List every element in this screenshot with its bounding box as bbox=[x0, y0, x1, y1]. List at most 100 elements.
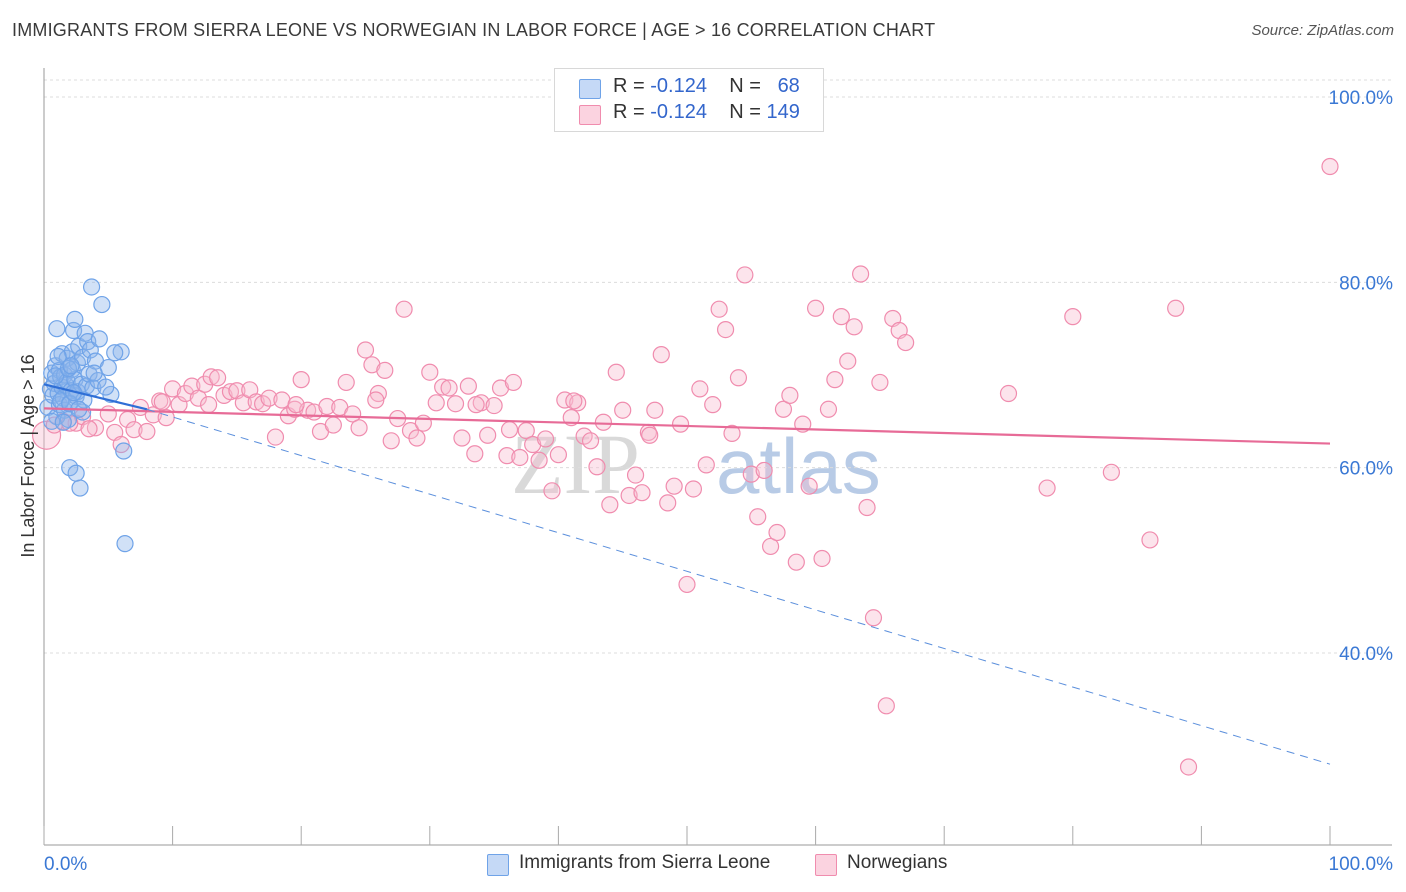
point-norwegians bbox=[1141, 531, 1159, 549]
stats-swatch-norwegians bbox=[579, 105, 601, 125]
point-norwegians bbox=[877, 697, 895, 715]
x-tick-label: 0.0% bbox=[44, 854, 87, 875]
stats-n-value: 149 bbox=[766, 101, 800, 123]
point-norwegians bbox=[852, 265, 870, 283]
point-norwegians bbox=[749, 508, 767, 526]
point-norwegians bbox=[485, 396, 503, 415]
source-credit: Source: ZipAtlas.com bbox=[1251, 22, 1394, 39]
point-norwegians bbox=[200, 396, 218, 414]
point-norwegians bbox=[453, 429, 471, 447]
point-norwegians bbox=[626, 466, 645, 484]
point-norwegians bbox=[466, 445, 484, 463]
point-norwegians bbox=[710, 300, 728, 318]
point-norwegians bbox=[530, 451, 548, 469]
point-norwegians bbox=[221, 383, 240, 401]
y-axis-label: In Labor Force | Age > 16 bbox=[18, 354, 38, 557]
point-sierra-leone bbox=[71, 479, 89, 497]
point-norwegians bbox=[813, 549, 831, 568]
grid-lines bbox=[44, 79, 1392, 654]
point-norwegians bbox=[1102, 463, 1120, 481]
point-norwegians bbox=[633, 484, 651, 502]
watermark-atlas: atlas bbox=[716, 422, 881, 510]
point-norwegians bbox=[652, 346, 670, 364]
point-norwegians bbox=[138, 422, 156, 441]
point-sierra-leone bbox=[46, 367, 65, 385]
point-norwegians bbox=[806, 299, 825, 317]
point-sierra-leone bbox=[97, 378, 115, 396]
point-norwegians bbox=[1179, 758, 1198, 776]
point-sierra-leone bbox=[116, 535, 134, 553]
point-norwegians bbox=[467, 396, 485, 414]
point-norwegians bbox=[581, 432, 600, 450]
x-tick-label: 100.0% bbox=[1329, 854, 1394, 875]
point-norwegians bbox=[421, 363, 439, 381]
stats-n-value: 68 bbox=[777, 75, 800, 97]
point-norwegians bbox=[434, 378, 452, 396]
point-norwegians bbox=[787, 553, 805, 571]
point-norwegians bbox=[80, 420, 98, 438]
point-norwegians bbox=[565, 392, 583, 410]
point-norwegians bbox=[781, 386, 799, 404]
point-norwegians bbox=[31, 420, 62, 450]
point-norwegians bbox=[446, 395, 465, 413]
point-norwegians bbox=[716, 320, 735, 339]
stats-r-value: -0.124 bbox=[650, 75, 707, 97]
point-norwegians bbox=[1038, 479, 1056, 497]
point-norwegians bbox=[1167, 299, 1185, 317]
point-norwegians bbox=[999, 384, 1018, 403]
stats-r-label: R = bbox=[613, 75, 645, 97]
point-norwegians bbox=[864, 609, 883, 627]
point-norwegians bbox=[202, 368, 220, 386]
point-norwegians bbox=[594, 413, 613, 431]
stats-r-value: -0.124 bbox=[650, 101, 707, 123]
point-norwegians bbox=[614, 401, 632, 419]
point-norwegians bbox=[839, 352, 857, 370]
trend-lines bbox=[43, 383, 1331, 765]
y-tick-label: 40.0% bbox=[1339, 644, 1393, 665]
point-norwegians bbox=[620, 486, 638, 505]
point-norwegians bbox=[723, 424, 741, 442]
trend-extension-sierra-leone bbox=[146, 408, 1331, 765]
point-sierra-leone bbox=[106, 344, 124, 362]
point-norwegians bbox=[459, 377, 477, 395]
point-norwegians bbox=[504, 373, 522, 392]
point-sierra-leone bbox=[90, 330, 108, 348]
point-norwegians bbox=[697, 456, 715, 474]
point-norwegians bbox=[871, 373, 889, 392]
point-norwegians bbox=[543, 482, 561, 500]
point-norwegians bbox=[601, 496, 619, 514]
point-sierra-leone bbox=[62, 357, 80, 375]
point-norwegians bbox=[556, 391, 574, 409]
legend-label: Norwegians bbox=[847, 852, 948, 873]
point-norwegians bbox=[684, 480, 703, 498]
point-norwegians bbox=[691, 380, 709, 398]
point-norwegians bbox=[641, 426, 659, 444]
point-sierra-leone bbox=[82, 278, 101, 296]
point-norwegians bbox=[440, 379, 458, 397]
point-norwegians bbox=[260, 389, 278, 407]
point-norwegians bbox=[665, 477, 683, 495]
stats-r-label: R = bbox=[613, 101, 645, 123]
point-norwegians bbox=[382, 432, 400, 450]
point-norwegians bbox=[678, 575, 696, 594]
point-norwegians bbox=[588, 458, 606, 476]
point-norwegians bbox=[671, 415, 690, 433]
point-norwegians bbox=[736, 266, 754, 284]
point-sierra-leone bbox=[49, 347, 67, 366]
point-norwegians bbox=[209, 369, 227, 387]
x-axis-ticks bbox=[43, 826, 1331, 845]
point-norwegians bbox=[774, 400, 793, 418]
point-sierra-leone bbox=[66, 310, 84, 328]
point-norwegians bbox=[761, 537, 780, 556]
point-norwegians bbox=[729, 369, 748, 387]
legend-label: Immigrants from Sierra Leone bbox=[519, 852, 771, 873]
point-norwegians bbox=[350, 419, 368, 437]
point-norwegians bbox=[549, 446, 568, 464]
stats-n-label: N = bbox=[729, 101, 761, 123]
point-sierra-leone bbox=[81, 341, 99, 359]
point-norwegians bbox=[86, 419, 105, 437]
point-norwegians bbox=[247, 393, 265, 411]
point-norwegians bbox=[659, 494, 677, 512]
x-axis-tick-labels: 0.0% 100.0% bbox=[44, 854, 1393, 875]
point-norwegians bbox=[800, 477, 818, 495]
